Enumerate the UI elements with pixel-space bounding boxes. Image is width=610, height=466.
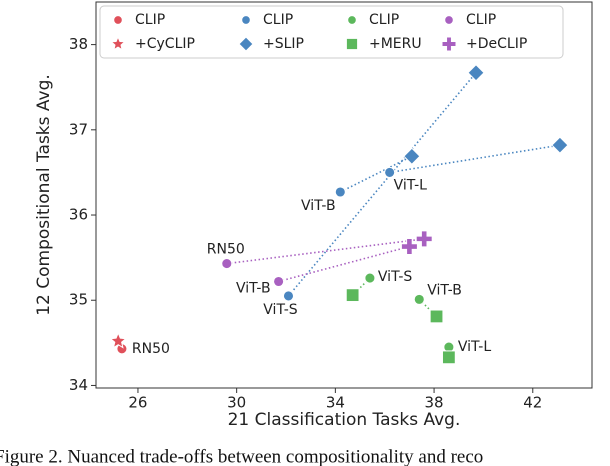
marker — [345, 288, 360, 303]
point-label: ViT-S — [263, 302, 297, 318]
y-tick-label: 36 — [69, 206, 88, 224]
legend-label: +DeCLIP — [466, 36, 527, 52]
legend-marker — [345, 37, 359, 51]
legend-marker — [347, 15, 357, 25]
legend-marker — [113, 15, 123, 25]
point-label: RN50 — [207, 242, 245, 258]
marker — [384, 166, 396, 178]
marker — [467, 64, 485, 82]
connector-line — [226, 238, 425, 265]
marker — [403, 147, 421, 165]
connector-line — [389, 144, 561, 174]
x-axis-label: 21 Classification Tasks Avg. — [228, 410, 461, 430]
y-tick-label: 34 — [69, 376, 88, 394]
x-tick-label: 42 — [523, 394, 542, 412]
legend-label: CLIP — [369, 12, 399, 28]
legend-label: +SLIP — [263, 36, 304, 52]
point-label: ViT-B — [236, 280, 271, 296]
legend-marker — [444, 15, 454, 25]
legend-marker — [441, 36, 457, 52]
connector-line — [287, 72, 477, 297]
y-tick-label: 35 — [69, 291, 88, 309]
marker — [334, 186, 346, 198]
marker — [415, 230, 433, 248]
legend-marker — [241, 15, 251, 25]
point-label: RN50 — [132, 341, 170, 357]
y-axis-label: 12 Compositional Tasks Avg. — [34, 74, 54, 316]
marker — [429, 309, 444, 324]
y-tick-label: 38 — [69, 35, 88, 53]
caption: Figure 2. Nuanced trade-offs between com… — [0, 446, 483, 466]
connector-line — [278, 245, 410, 283]
legend-label: CLIP — [263, 12, 293, 28]
marker — [441, 350, 456, 365]
point-label: ViT-S — [378, 269, 412, 285]
legend-label: +CyCLIP — [135, 36, 195, 52]
marker — [413, 293, 425, 305]
x-tick-label: 26 — [128, 394, 147, 412]
marker — [400, 238, 418, 256]
connector-line — [339, 155, 413, 193]
point-label: ViT-B — [301, 198, 336, 214]
marker — [551, 136, 569, 154]
marker — [364, 272, 376, 284]
y-tick-label: 37 — [69, 120, 88, 138]
legend-label: CLIP — [466, 12, 496, 28]
legend-marker — [110, 35, 126, 51]
point-label: ViT-L — [458, 339, 491, 355]
legend-label: CLIP — [135, 12, 165, 28]
x-tick-label: 30 — [227, 394, 246, 412]
marker — [273, 275, 285, 288]
marker — [282, 290, 295, 302]
point-label: ViT-B — [427, 282, 462, 298]
x-tick-label: 34 — [326, 394, 345, 412]
legend-label: +MERU — [369, 36, 422, 52]
legend-marker — [238, 36, 254, 52]
marker — [221, 258, 233, 270]
x-tick-label: 38 — [425, 394, 444, 412]
marker — [109, 331, 128, 349]
point-label: ViT-L — [394, 177, 427, 193]
